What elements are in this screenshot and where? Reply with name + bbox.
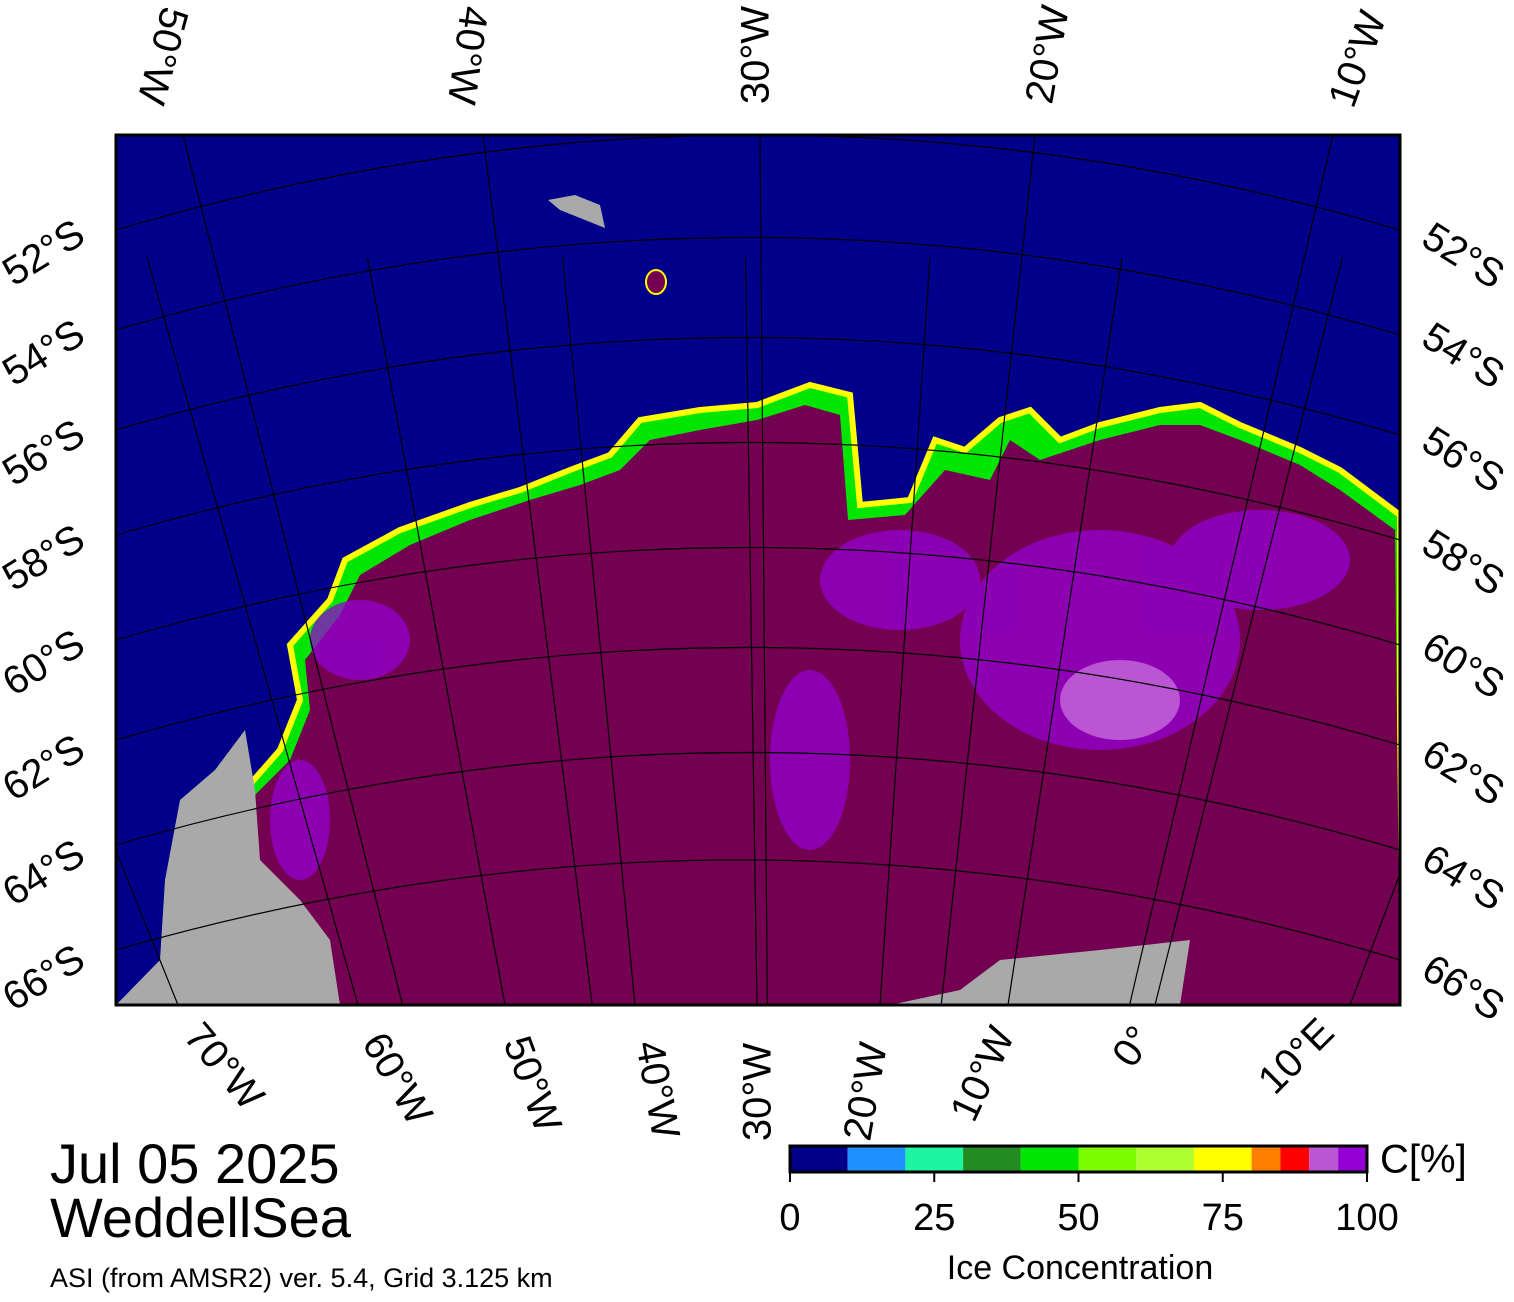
right-label: 56°S — [1415, 418, 1512, 502]
top-label: 20°W — [1017, 2, 1077, 107]
right-label: 54°S — [1415, 314, 1512, 398]
land — [890, 940, 1190, 1005]
meridian — [561, 257, 636, 1005]
colorbar-bin — [1251, 1146, 1281, 1172]
colorbar-tick-label: 0 — [779, 1197, 800, 1239]
colorbar-tick-label: 50 — [1057, 1197, 1099, 1239]
colorbar: 0 25 50 75 100 — [779, 1144, 1399, 1239]
left-label: 58°S — [0, 516, 92, 600]
map — [116, 135, 1400, 1005]
parallel — [116, 236, 1400, 336]
bottom-label: 40°W — [627, 1037, 687, 1142]
parallel — [116, 546, 1400, 646]
meridian — [759, 135, 768, 1005]
parallel — [116, 336, 1400, 436]
bottom-label: 0° — [1104, 1018, 1162, 1075]
source: ASI (from AMSR2) ver. 5.4, Grid 3.125 km — [50, 1263, 553, 1293]
meridian — [744, 257, 758, 1005]
date: Jul 05 2025 — [50, 1132, 340, 1195]
top-label: 50°W — [128, 2, 196, 109]
island-ice — [645, 269, 667, 295]
left-label: 60°S — [0, 621, 92, 705]
colorbar-bin — [1078, 1146, 1137, 1172]
bottom-label: 10°W — [942, 1020, 1024, 1128]
top-label: 10°W — [1320, 5, 1395, 113]
right-label: 62°S — [1415, 731, 1512, 815]
meridian — [1349, 872, 1400, 1005]
meridian — [116, 849, 179, 1005]
colorbar-bin — [1193, 1146, 1252, 1172]
meridian — [146, 257, 359, 1005]
bottom-label: 10°E — [1250, 1010, 1343, 1103]
parallel — [116, 751, 1400, 851]
colorbar-unit: C[%] — [1380, 1138, 1467, 1182]
bottom-label: 70°W — [175, 1015, 272, 1119]
left-label: 54°S — [0, 311, 92, 395]
meridian — [879, 257, 931, 1005]
parallel — [116, 859, 1400, 961]
meridian — [1154, 257, 1344, 1005]
colorbar-tick-label: 75 — [1202, 1197, 1244, 1239]
colorbar-bin — [1280, 1146, 1310, 1172]
land — [116, 730, 340, 1005]
region: WeddellSea — [50, 1186, 352, 1249]
colorbar-bin — [1338, 1146, 1367, 1172]
map-frame — [114, 133, 1402, 1007]
left-label: 56°S — [0, 411, 92, 495]
colorbar-bin — [790, 1146, 848, 1172]
left-label: 62°S — [0, 726, 92, 810]
bottom-label: 50°W — [495, 1030, 570, 1138]
meridian — [940, 135, 1036, 1005]
left-label: 64°S — [0, 831, 92, 915]
right-label: 60°S — [1415, 624, 1512, 708]
colorbar-bin — [1020, 1146, 1079, 1172]
left-label: 66°S — [0, 936, 92, 1020]
bottom-label: 30°W — [736, 1043, 780, 1141]
colorbar-bin — [847, 1146, 906, 1172]
meridian — [1128, 135, 1334, 1005]
colorbar-bin — [1136, 1146, 1194, 1172]
right-label: 52°S — [1415, 214, 1512, 298]
colorbar-bin — [905, 1146, 964, 1172]
ice-patch-light — [1060, 660, 1180, 740]
top-label: 40°W — [439, 4, 496, 108]
parallel — [116, 646, 1400, 746]
bottom-label: 20°W — [835, 1039, 895, 1144]
left-label: 52°S — [0, 211, 92, 295]
parallel — [116, 441, 1400, 541]
colorbar-tick-label: 100 — [1335, 1197, 1398, 1239]
colorbar-tick-label: 25 — [913, 1197, 955, 1239]
island — [548, 195, 605, 228]
colorbar-bin — [963, 1146, 1021, 1172]
right-label: 58°S — [1415, 521, 1512, 605]
meridian — [482, 135, 593, 1005]
right-label: 64°S — [1415, 836, 1512, 920]
right-label: 66°S — [1415, 946, 1512, 1030]
top-label: 30°W — [734, 6, 778, 104]
meridian — [1007, 257, 1123, 1005]
colorbar-bin — [1309, 1146, 1339, 1172]
meridian — [366, 257, 506, 1005]
colorbar-title: Ice Concentration — [947, 1249, 1214, 1287]
bottom-label: 60°W — [353, 1025, 440, 1132]
meridian — [182, 135, 404, 1005]
